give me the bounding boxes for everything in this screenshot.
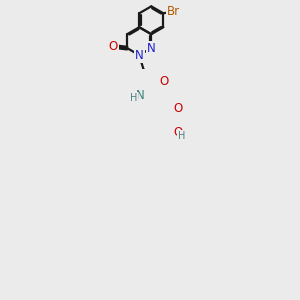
Text: Br: Br xyxy=(167,5,180,18)
Text: H: H xyxy=(130,93,137,103)
Text: N: N xyxy=(136,89,144,102)
Text: N: N xyxy=(135,49,144,62)
Text: H: H xyxy=(178,131,185,141)
Text: O: O xyxy=(160,75,169,88)
Text: O: O xyxy=(108,40,118,53)
Text: N: N xyxy=(147,42,156,55)
Text: O: O xyxy=(174,102,183,115)
Text: O: O xyxy=(174,126,183,139)
